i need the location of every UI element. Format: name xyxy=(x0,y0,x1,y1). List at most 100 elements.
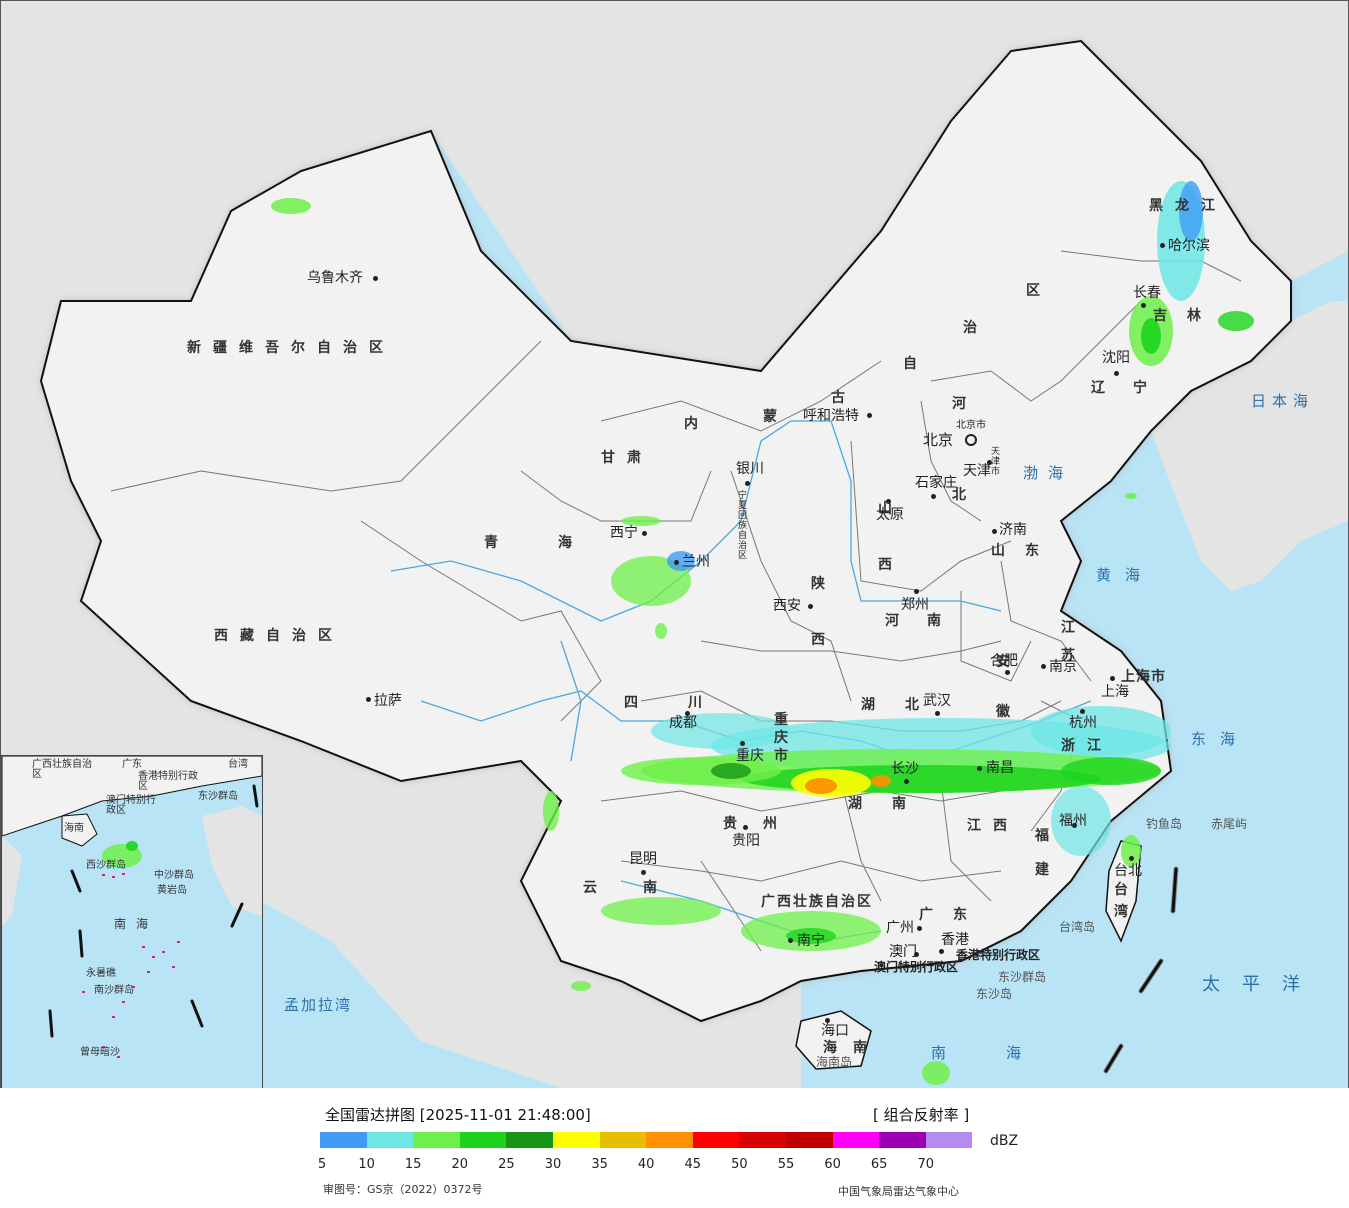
map-canvas xyxy=(1,1,1348,1088)
region-tianjin: 天津市 xyxy=(991,447,1001,477)
city-taiyuan: 太原 xyxy=(876,507,904,523)
city-marker xyxy=(373,276,378,281)
city-hefei: 合肥 xyxy=(990,653,1018,669)
city-hohhot: 呼和浩特 xyxy=(803,408,859,424)
inset-guangdong: 广东 xyxy=(122,759,142,770)
inset-yongshu: 永暑礁 xyxy=(86,968,116,979)
city-tianjin: 天津 xyxy=(963,463,991,479)
city-marker xyxy=(931,494,936,499)
legend-tick-label: 30 xyxy=(544,1157,562,1172)
city-marker xyxy=(914,589,919,594)
region-jilin: 吉林 xyxy=(1153,308,1221,324)
legend-swatch xyxy=(506,1132,553,1148)
region-beijing: 北京市 xyxy=(956,420,986,431)
region-shaanxi: 陕西 xyxy=(811,576,837,648)
legend-swatch xyxy=(599,1132,647,1148)
city-changsha: 长沙 xyxy=(891,761,919,777)
legend-swatch xyxy=(320,1132,367,1148)
city-marker xyxy=(935,711,940,716)
region-sichuan: 四川 xyxy=(624,695,752,711)
region-shanghai: 上海市 xyxy=(1121,669,1166,685)
city-marker xyxy=(1005,670,1010,675)
city-shijiazhuang: 石家庄 xyxy=(915,475,957,491)
city-marker xyxy=(1129,856,1134,861)
city-marker xyxy=(743,825,748,830)
hainan-island xyxy=(795,1010,872,1070)
capital-marker xyxy=(965,434,977,446)
city-marker xyxy=(745,481,750,486)
maritime-boundary-dark xyxy=(1104,867,1178,1073)
legend-tick-label: 35 xyxy=(591,1157,608,1172)
sea-south: 南海 xyxy=(931,1044,1082,1062)
legend-unit: dBZ xyxy=(990,1133,1019,1149)
radar-echoes xyxy=(271,181,1254,1085)
city-urumqi: 乌鲁木齐 xyxy=(307,270,363,286)
city-marker xyxy=(904,779,909,784)
city-nanchang: 南昌 xyxy=(986,760,1014,776)
region-heilongjiang: 黑龙江 xyxy=(1149,198,1227,214)
inset-huangyan: 黄岩岛 xyxy=(157,885,187,896)
inset-south-sea: 南海 xyxy=(114,917,159,931)
region-neimenggu-3: 古 xyxy=(831,390,857,406)
approval-number: 审图号：GS京（2022）0372号 xyxy=(323,1183,483,1196)
city-marker xyxy=(366,697,371,702)
city-beijing: 北京 xyxy=(923,431,954,449)
region-ningxia: 宁夏回族自治区 xyxy=(738,491,748,561)
legend-swatch xyxy=(552,1132,600,1148)
region-neimenggu-1: 内 xyxy=(684,416,710,432)
region-taiwan: 台湾 xyxy=(1114,882,1140,920)
city-nanjing: 南京 xyxy=(1049,659,1077,675)
region-hainan: 海南 xyxy=(823,1040,883,1056)
inset-zengmu: 曾母暗沙 xyxy=(80,1047,120,1058)
city-marker xyxy=(917,926,922,931)
inset-xisha: 西沙群岛 xyxy=(86,860,126,871)
sea-yellow: 黄海 xyxy=(1096,566,1155,584)
legend-tick-label: 25 xyxy=(498,1157,515,1172)
legend-tick-label: 40 xyxy=(637,1157,655,1172)
south-sea-inset: 广东 台湾 广西壮族自治区 香港特别行政区 澳门特别行政区 东沙群岛 海南 西沙… xyxy=(1,755,263,1088)
legend-title: 全国雷达拼图 [2025-11-01 21:48:00] xyxy=(325,1106,591,1124)
legend: 全国雷达拼图 [2025-11-01 21:48:00] [ 组合反射率 ] d… xyxy=(0,1088,1349,1208)
city-shenyang: 沈阳 xyxy=(1102,350,1130,366)
city-marker xyxy=(674,560,679,565)
region-neimenggu-2: 蒙 xyxy=(763,409,789,425)
city-nanning: 南宁 xyxy=(797,933,825,949)
city-marker xyxy=(886,499,891,504)
region-zhejiang: 浙江 xyxy=(1061,738,1113,754)
city-marker xyxy=(939,949,944,954)
legend-swatch xyxy=(925,1132,973,1148)
city-marker xyxy=(1160,243,1165,248)
region-gansu: 甘肃 xyxy=(601,450,653,466)
city-marker xyxy=(685,711,690,716)
city-kunming: 昆明 xyxy=(629,851,657,867)
region-neimenggu-6: 区 xyxy=(1026,283,1052,299)
region-guangxi: 广西壮族自治区 xyxy=(761,894,873,910)
city-marker xyxy=(788,938,793,943)
legend-tick-label: 50 xyxy=(731,1157,748,1172)
legend-tick-label: 45 xyxy=(684,1157,702,1172)
island-diaoyu: 钓鱼岛 xyxy=(1146,817,1183,831)
region-qinghai: 青海 xyxy=(484,535,632,551)
sea-bengal: 孟加拉湾 xyxy=(284,996,353,1014)
island-dongsha: 东沙岛 xyxy=(976,987,1013,1001)
city-wuhan: 武汉 xyxy=(923,693,951,709)
city-xian: 西安 xyxy=(773,598,801,614)
legend-swatch xyxy=(459,1132,507,1148)
city-yinchuan: 银川 xyxy=(736,461,764,477)
legend-product: [ 组合反射率 ] xyxy=(873,1106,970,1124)
region-fujian: 福建 xyxy=(1035,828,1061,878)
inset-hongkong: 香港特别行政区 xyxy=(138,771,198,792)
legend-swatch xyxy=(879,1132,926,1148)
city-marker xyxy=(1041,664,1046,669)
sea-japan: 日本海 xyxy=(1251,392,1315,410)
legend-tick-label: 10 xyxy=(358,1157,375,1172)
legend-swatch xyxy=(739,1132,786,1148)
city-marker xyxy=(740,741,745,746)
region-jiangsu: 江苏 xyxy=(1061,620,1087,664)
city-marker xyxy=(977,766,982,771)
region-hunan: 湖南 xyxy=(848,796,936,812)
region-macau: 澳门特别行政区 xyxy=(874,960,959,974)
region-guizhou: 贵州 xyxy=(723,816,803,832)
city-lanzhou: 兰州 xyxy=(682,554,710,570)
city-changchun: 长春 xyxy=(1133,285,1161,301)
